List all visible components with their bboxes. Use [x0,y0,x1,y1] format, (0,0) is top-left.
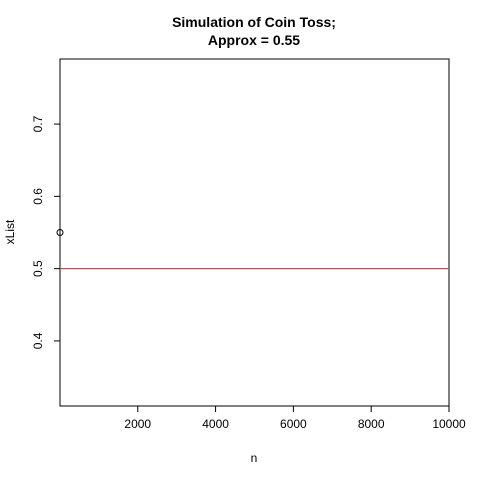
chart-title-line1: Simulation of Coin Toss; [172,14,336,30]
y-tick-label: 0.5 [31,260,45,277]
x-tick-label: 8000 [358,417,385,431]
plot-area-frame [59,58,450,407]
data-point [56,229,64,236]
y-axis: 0.4 0.5 0.6 0.7 [31,115,60,349]
y-tick-label: 0.6 [31,188,45,205]
y-tick-label: 0.4 [31,332,45,349]
x-axis-label: n [251,451,258,465]
x-tick-label: 10000 [432,417,466,431]
data-points [56,229,64,236]
x-tick-label: 2000 [124,417,151,431]
y-axis-label: xList [3,219,17,244]
x-axis: 2000 4000 6000 8000 10000 [124,406,466,431]
x-tick-label: 6000 [280,417,307,431]
y-tick-label: 0.7 [31,115,45,132]
chart-title-line2: Approx = 0.55 [208,32,300,48]
x-tick-label: 4000 [202,417,229,431]
